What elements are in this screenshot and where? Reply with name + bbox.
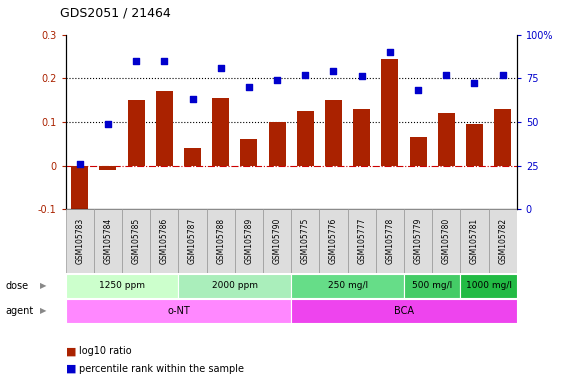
Point — [385, 49, 395, 55]
Text: GSM105783: GSM105783 — [75, 218, 85, 264]
Text: GSM105778: GSM105778 — [385, 218, 395, 264]
Text: GSM105787: GSM105787 — [188, 218, 197, 264]
Bar — [178, 274, 291, 298]
Text: 250 mg/l: 250 mg/l — [328, 281, 368, 290]
Text: agent: agent — [6, 306, 34, 316]
Bar — [460, 274, 517, 298]
Bar — [466, 124, 483, 166]
Bar — [240, 139, 258, 166]
Bar — [348, 209, 376, 273]
Bar — [207, 209, 235, 273]
Point — [103, 121, 112, 127]
Bar — [212, 98, 229, 166]
Bar — [291, 274, 404, 298]
Bar — [404, 274, 460, 298]
Text: GSM105788: GSM105788 — [216, 218, 225, 264]
Point — [301, 72, 310, 78]
Bar — [297, 111, 314, 166]
Bar — [99, 166, 116, 170]
Text: GSM105785: GSM105785 — [132, 218, 140, 264]
Point — [413, 88, 423, 94]
Point — [244, 84, 254, 90]
Point — [131, 58, 140, 64]
Bar — [66, 274, 178, 298]
Text: GSM105776: GSM105776 — [329, 218, 338, 264]
Bar — [489, 209, 517, 273]
Point — [160, 58, 169, 64]
Text: BCA: BCA — [394, 306, 414, 316]
Bar — [494, 109, 511, 166]
Text: ▶: ▶ — [39, 281, 46, 290]
Bar — [353, 109, 370, 166]
Bar — [325, 100, 342, 166]
Point — [75, 161, 85, 167]
Text: GSM105777: GSM105777 — [357, 218, 366, 264]
Point — [498, 72, 507, 78]
Text: 500 mg/l: 500 mg/l — [412, 281, 452, 290]
Bar — [263, 209, 291, 273]
Text: GSM105782: GSM105782 — [498, 218, 507, 264]
Text: GDS2051 / 21464: GDS2051 / 21464 — [60, 6, 171, 19]
Text: GSM105781: GSM105781 — [470, 218, 479, 264]
Text: GSM105789: GSM105789 — [244, 218, 254, 264]
Bar — [184, 148, 201, 166]
Text: GSM105786: GSM105786 — [160, 218, 169, 264]
Point — [216, 65, 226, 71]
Text: GSM105775: GSM105775 — [301, 218, 310, 264]
Text: ▶: ▶ — [39, 306, 46, 315]
Bar — [291, 209, 319, 273]
Text: ■: ■ — [66, 364, 76, 374]
Point — [329, 68, 338, 74]
Bar — [438, 113, 455, 166]
Text: percentile rank within the sample: percentile rank within the sample — [79, 364, 244, 374]
Point — [188, 96, 197, 102]
Point — [442, 72, 451, 78]
Bar — [128, 100, 144, 166]
Point — [470, 80, 479, 86]
Point — [272, 77, 282, 83]
Bar — [66, 299, 291, 323]
Text: GSM105779: GSM105779 — [413, 218, 423, 264]
Bar — [376, 209, 404, 273]
Text: ■: ■ — [66, 346, 76, 356]
Bar — [319, 209, 348, 273]
Bar — [381, 59, 399, 166]
Bar — [409, 137, 427, 166]
Bar — [178, 209, 207, 273]
Text: GSM105780: GSM105780 — [442, 218, 451, 264]
Bar — [269, 122, 286, 166]
Bar — [460, 209, 489, 273]
Bar — [150, 209, 178, 273]
Text: GSM105790: GSM105790 — [272, 218, 282, 264]
Bar — [94, 209, 122, 273]
Bar — [122, 209, 150, 273]
Bar — [291, 299, 517, 323]
Text: 1000 mg/l: 1000 mg/l — [465, 281, 512, 290]
Text: log10 ratio: log10 ratio — [79, 346, 131, 356]
Bar — [235, 209, 263, 273]
Bar — [404, 209, 432, 273]
Text: dose: dose — [6, 281, 29, 291]
Bar — [66, 209, 94, 273]
Point — [357, 73, 366, 79]
Text: GSM105784: GSM105784 — [103, 218, 112, 264]
Bar — [156, 91, 173, 166]
Text: o-NT: o-NT — [167, 306, 190, 316]
Text: 2000 ppm: 2000 ppm — [212, 281, 258, 290]
Bar — [71, 166, 89, 209]
Text: 1250 ppm: 1250 ppm — [99, 281, 145, 290]
Bar — [432, 209, 460, 273]
